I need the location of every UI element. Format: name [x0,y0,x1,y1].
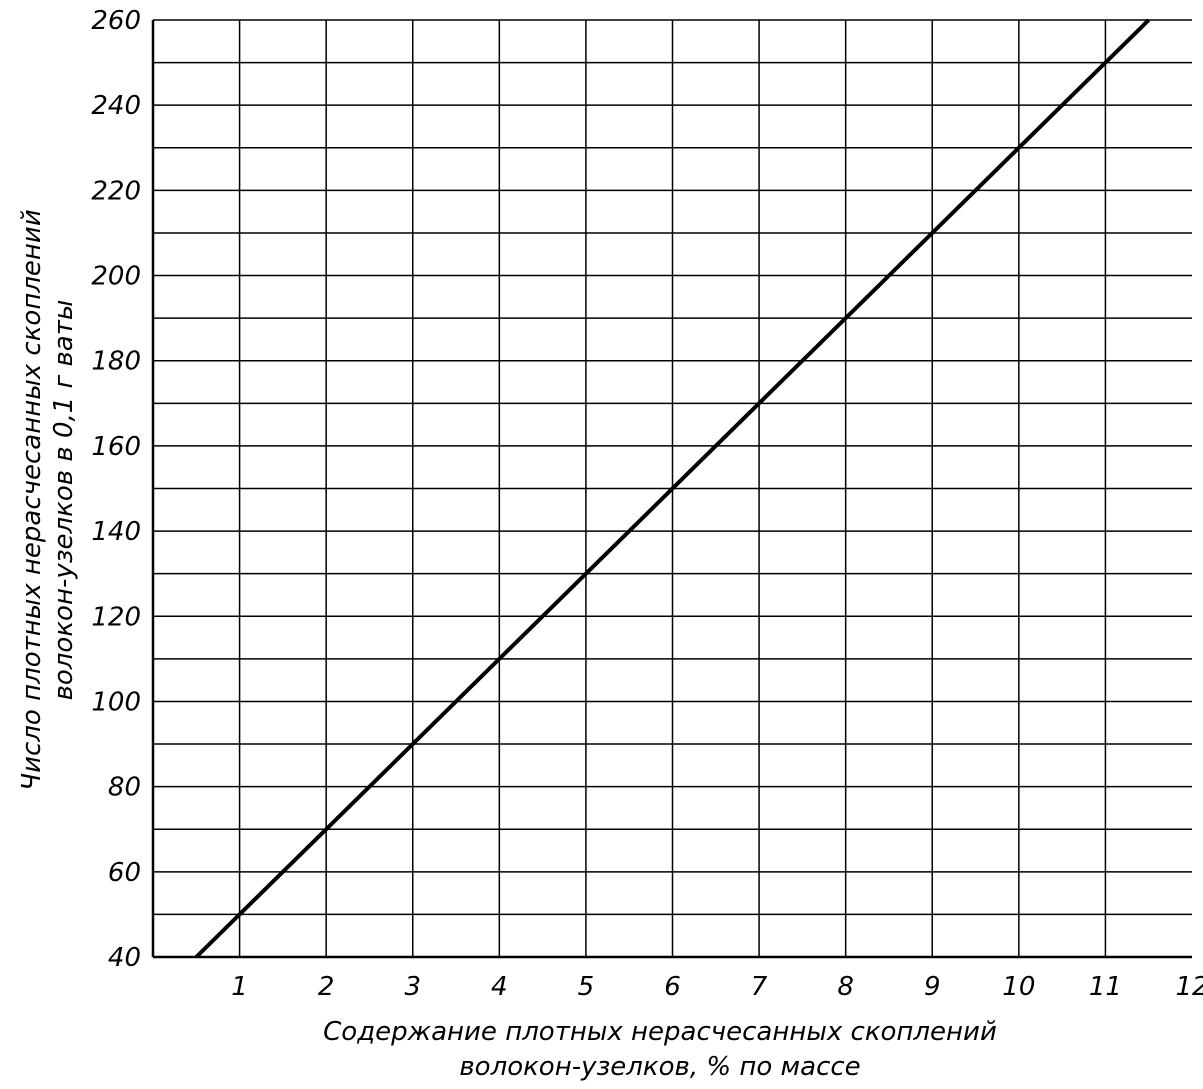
y-tick-label: 100 [91,687,141,717]
y-tick-label: 240 [91,91,141,121]
y-tick-label: 60 [108,858,141,888]
y-tick-label: 160 [91,432,141,462]
data-line [194,18,1151,959]
y-tick-label: 120 [91,602,141,632]
x-tick-label: 12 [1175,972,1203,1002]
y-tick-label: 140 [91,517,141,547]
x-tick-label: 5 [578,972,595,1002]
x-tick-label: 6 [664,972,681,1002]
x-tick-label: 1 [231,972,248,1002]
y-tick-label: 80 [108,773,141,803]
x-tick-label: 3 [404,972,421,1002]
x-axis-label: Содержание плотных нерасчесанных скоплен… [323,1017,997,1047]
y-tick-label: 220 [91,176,141,206]
x-axis-label: волокон-узелков, % по массе [459,1052,860,1082]
x-tick-label: 2 [318,972,335,1002]
x-tick-label: 10 [1002,972,1035,1002]
x-tick-label: 11 [1089,972,1122,1002]
x-tick-label: 4 [491,972,508,1002]
y-axis-label-group: Число плотных нерасчесанных скоплений во… [17,209,79,790]
x-tick-label: 9 [924,972,941,1002]
y-tick-label: 180 [91,347,141,377]
x-tick-label: 8 [837,972,854,1002]
y-tick-label: 40 [108,943,141,973]
y-axis-label: Число плотных нерасчесанных скоплений [17,209,47,790]
y-tick-label: 260 [91,6,141,36]
x-tick-label: 7 [751,972,768,1002]
y-tick-label: 200 [91,262,141,292]
y-axis-label: волокон-узелков в 0,1 г ваты [49,300,79,701]
